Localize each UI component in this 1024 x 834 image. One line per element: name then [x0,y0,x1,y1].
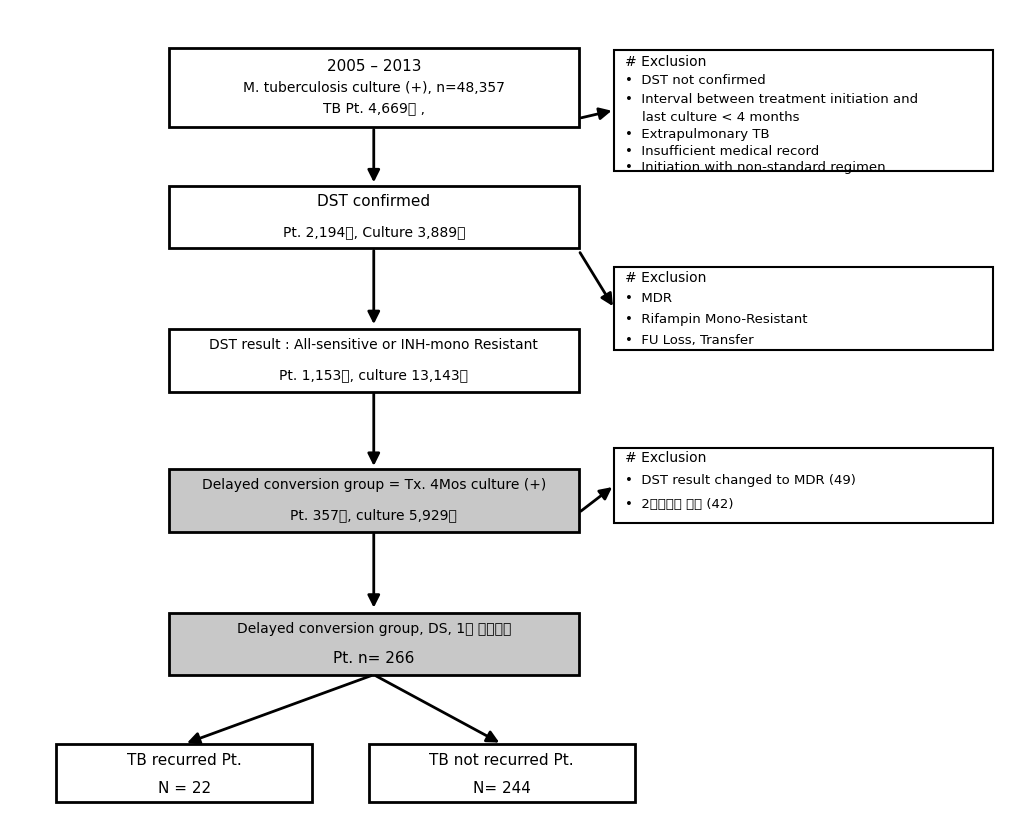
Text: M. tuberculosis culture (+), n=48,357: M. tuberculosis culture (+), n=48,357 [243,81,505,94]
Text: Pt. 2,194명, Culture 3,889개: Pt. 2,194명, Culture 3,889개 [283,225,465,239]
Bar [614,448,993,523]
Text: Pt. n= 266: Pt. n= 266 [333,651,415,666]
Text: N= 244: N= 244 [473,781,530,796]
Bar [369,744,635,802]
Text: •  MDR: • MDR [625,292,672,305]
Text: •  FU Loss, Transfer: • FU Loss, Transfer [625,334,754,347]
Text: # Exclusion: # Exclusion [625,451,706,465]
Text: 2005 – 2013: 2005 – 2013 [327,59,421,74]
Text: N = 22: N = 22 [158,781,211,796]
Text: Delayed conversion group = Tx. 4Mos culture (+): Delayed conversion group = Tx. 4Mos cult… [202,479,546,492]
Text: TB Pt. 4,669명 ,: TB Pt. 4,669명 , [323,102,425,115]
Text: •  Extrapulmonary TB: • Extrapulmonary TB [625,128,769,141]
Text: # Exclusion: # Exclusion [625,271,706,284]
Text: •  DST not confirmed: • DST not confirmed [625,74,765,88]
Text: # Exclusion: # Exclusion [625,55,706,69]
Text: Pt. 357명, culture 5,929개: Pt. 357명, culture 5,929개 [291,509,457,522]
Text: •  Initiation with non-standard regimen: • Initiation with non-standard regimen [625,161,886,173]
Text: •  2차약제로 변경 (42): • 2차약제로 변경 (42) [625,498,733,510]
Bar [169,469,579,532]
Bar [169,329,579,392]
Text: DST confirmed: DST confirmed [317,194,430,209]
Bar [169,48,579,127]
Bar [614,267,993,350]
Text: •  Interval between treatment initiation and: • Interval between treatment initiation … [625,93,918,106]
Text: •  Insufficient medical record: • Insufficient medical record [625,144,819,158]
Bar [169,186,579,249]
Text: Pt. 1,153명, culture 13,143개: Pt. 1,153명, culture 13,143개 [280,369,468,382]
Text: last culture < 4 months: last culture < 4 months [625,111,799,123]
Text: TB not recurred Pt.: TB not recurred Pt. [429,753,574,768]
Text: DST result : All-sensitive or INH-mono Resistant: DST result : All-sensitive or INH-mono R… [209,339,539,352]
Text: TB recurred Pt.: TB recurred Pt. [127,753,242,768]
Text: •  DST result changed to MDR (49): • DST result changed to MDR (49) [625,474,855,486]
Text: •  Rifampin Mono-Resistant: • Rifampin Mono-Resistant [625,313,807,326]
Bar [614,50,993,171]
Bar [169,612,579,676]
Text: Delayed conversion group, DS, 1차 항결핵제: Delayed conversion group, DS, 1차 항결핵제 [237,622,511,636]
Bar [56,744,312,802]
